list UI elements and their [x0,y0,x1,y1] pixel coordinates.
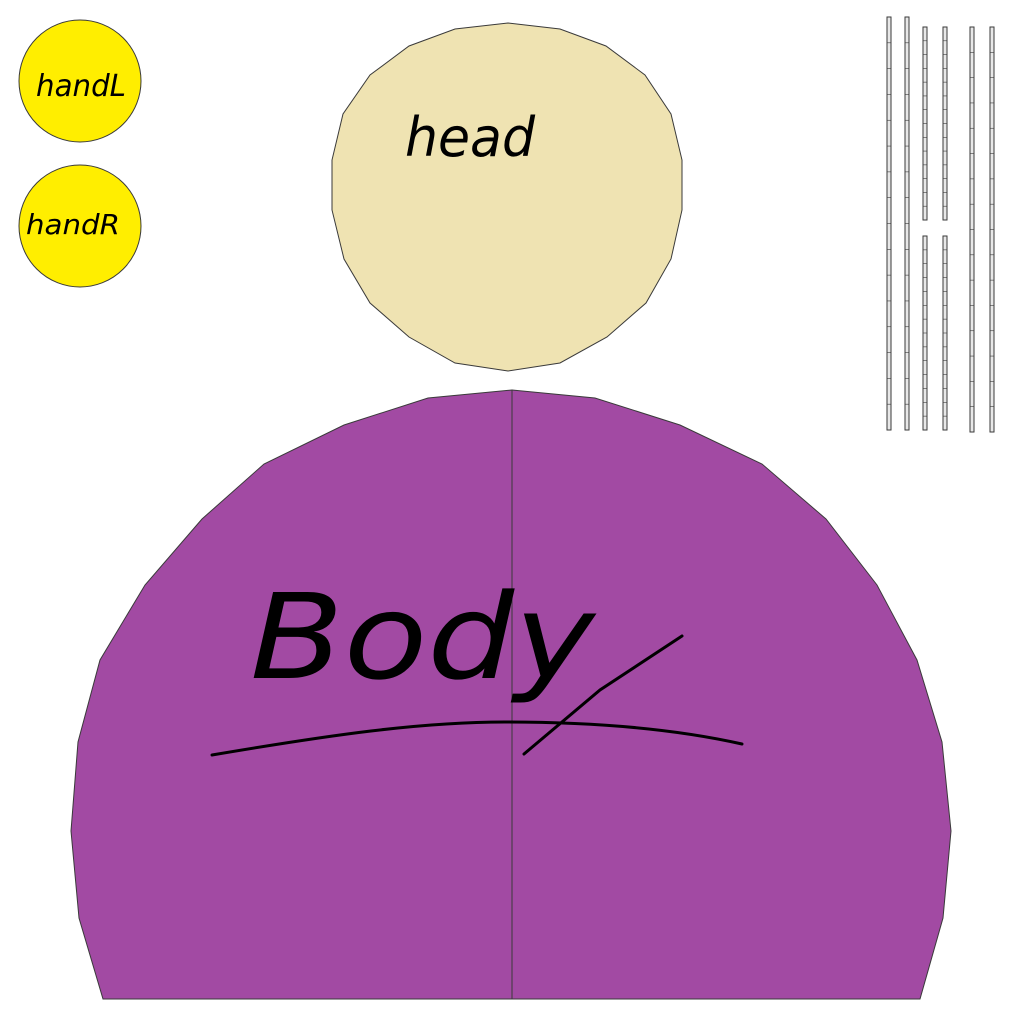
limb-strip-6 [942,235,948,431]
body-label: Body [250,568,597,706]
head-shape [331,22,683,372]
limb-strip-4 [942,26,948,221]
head-part: head [331,22,683,372]
limb-strip-5 [922,235,928,431]
hand-left-label: handL [36,69,126,104]
hand-left-part: handL [18,19,142,143]
hand-left-circle [18,19,142,143]
limb-strip-7 [969,26,975,433]
head-label: head [405,106,536,169]
limb-strip-1 [886,16,892,431]
limb-strip-2 [904,16,910,431]
limb-strip-8 [989,26,995,433]
limb-strip-3 [922,26,928,221]
limb-strips [886,16,995,433]
body-part: Body [70,389,952,1000]
body-ink-stroke-slash [522,634,684,756]
hand-right-part: handR [18,164,142,288]
hand-right-circle [18,164,142,288]
hand-right-label: handR [26,208,120,241]
body-ink-stroke-curve [210,720,744,757]
